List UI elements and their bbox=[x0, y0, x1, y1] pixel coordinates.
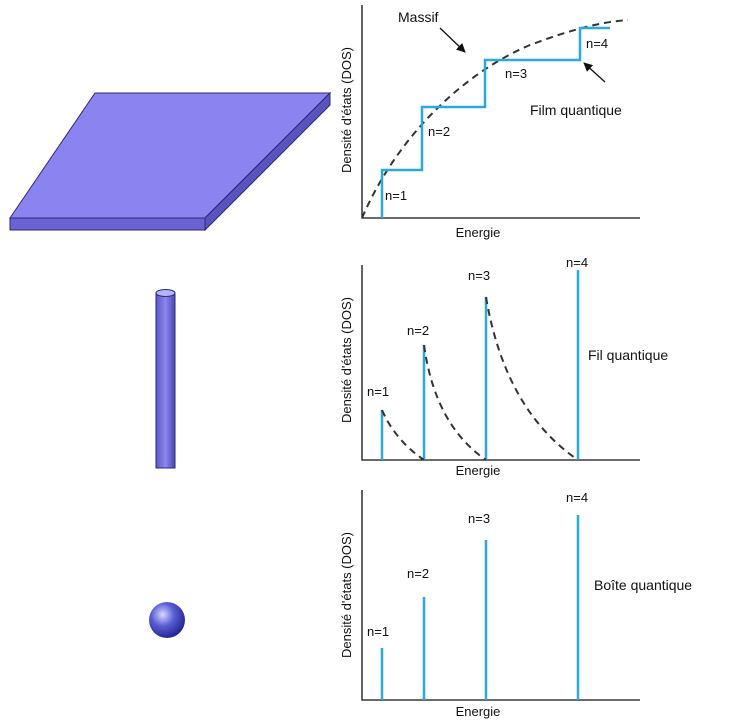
caption: Fil quantique bbox=[588, 347, 668, 363]
axes bbox=[361, 490, 640, 701]
level: n=4 bbox=[586, 36, 608, 51]
level: n=1 bbox=[367, 624, 389, 639]
y-label: Densité d'états (DOS) bbox=[339, 297, 354, 423]
x-label: Energie bbox=[456, 704, 501, 719]
axes bbox=[361, 265, 640, 461]
level: n=3 bbox=[468, 268, 490, 283]
level: n=2 bbox=[407, 566, 429, 581]
level: n=1 bbox=[367, 384, 389, 399]
arrow bbox=[583, 62, 606, 83]
staircase bbox=[380, 26, 610, 218]
level: n=4 bbox=[566, 255, 588, 270]
y-label: Densité d'états (DOS) bbox=[339, 532, 354, 658]
peaks bbox=[380, 270, 580, 460]
level: n=1 bbox=[385, 188, 407, 203]
y-label: Densité d'états (DOS) bbox=[339, 47, 354, 173]
level: n=2 bbox=[428, 124, 450, 139]
bulk-curve bbox=[361, 19, 629, 219]
x-label: Energie bbox=[456, 225, 501, 240]
caption: Boîte quantique bbox=[594, 577, 692, 593]
decay-curves bbox=[381, 296, 579, 461]
bulk-label: Massif bbox=[398, 9, 439, 25]
level: n=4 bbox=[566, 490, 588, 505]
level: n=2 bbox=[407, 323, 429, 338]
panel-wire: Densité d'états (DOS) Energie n=1 n=2 n=… bbox=[339, 255, 668, 478]
arrow bbox=[439, 27, 466, 53]
slab bbox=[9, 91, 332, 232]
panel-dot: Densité d'états (DOS) Energie n=1 n=2 n=… bbox=[339, 490, 692, 719]
peaks bbox=[380, 515, 580, 700]
panel-film: Densité d'états (DOS) Energie n=1 n=2 n=… bbox=[339, 5, 640, 240]
caption: Film quantique bbox=[530, 102, 622, 118]
x-label: Energie bbox=[456, 463, 501, 478]
level: n=3 bbox=[468, 511, 490, 526]
dot bbox=[149, 602, 185, 638]
wire bbox=[155, 289, 176, 469]
level: n=3 bbox=[505, 66, 527, 81]
